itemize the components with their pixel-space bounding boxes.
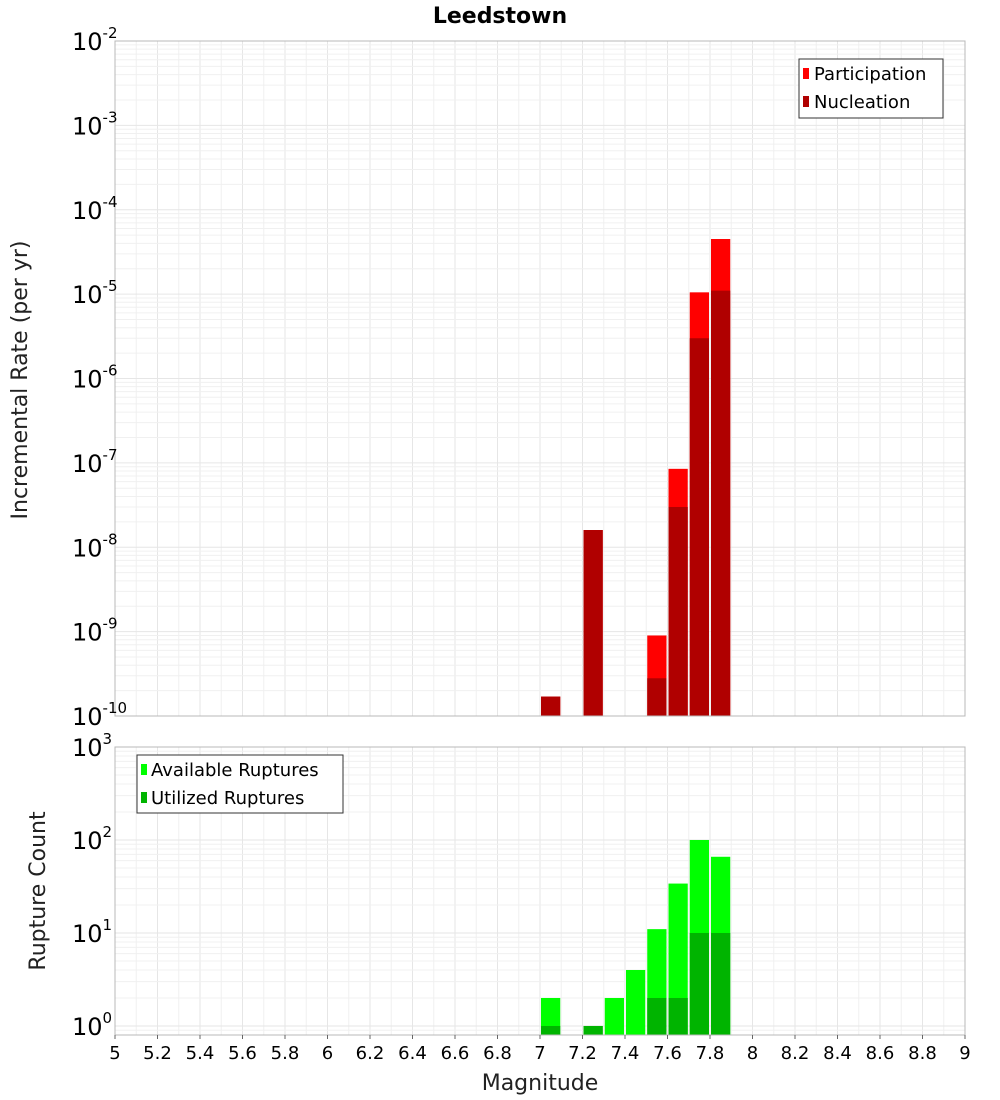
bottom-bar-utilized-ruptures [541,1025,561,1035]
bottom-bar-available-ruptures [541,997,561,1035]
bottom-bar-utilized-ruptures [711,932,731,1035]
x-tick-label: 5.4 [186,1043,215,1064]
y-tick-label: 10-9 [72,615,118,647]
x-tick-label: 5.2 [143,1043,172,1064]
x-tick-label: 7.8 [696,1043,725,1064]
top-bars [541,239,731,716]
top-grid [114,40,966,717]
top-bar-nucleation [668,506,688,716]
y-tick-label: 10-4 [72,193,118,225]
bottom-panel: 100 101 102 103 5 5.2 5.4 5.6 5.8 6 6.2 6.4 6.6 6.8 7… [26,730,971,1096]
top-bar-nucleation [711,290,731,716]
bottom-bar-available-ruptures [668,883,688,1035]
bottom-bars [541,839,731,1035]
top-y-ticks: 10-10 10-9 10-8 10-7 10-6 10-5 10-4 10-3 10-2 [72,24,127,731]
y-tick-label: 10-6 [72,362,118,394]
y-tick-label: 100 [72,1009,112,1041]
y-tick-label: 10-7 [72,446,118,478]
y-tick-label: 10-10 [72,699,127,731]
x-tick-label: 5 [109,1043,120,1064]
y-tick-label: 101 [72,916,112,948]
bottom-bar-utilized-ruptures [668,997,688,1035]
top-legend-box [798,58,944,119]
x-ticks: 5 5.2 5.4 5.6 5.8 6 6.2 6.4 6.6 6.8 7 7.2 7.4 7.6 7.8 8… [109,1035,971,1064]
x-tick-label: 8.8 [908,1043,937,1064]
x-axis-label: Magnitude [482,1071,599,1096]
bottom-legend: Available Ruptures Utilized Ruptures [136,754,344,814]
legend-swatch-participation [803,68,809,79]
top-bar-nucleation [689,338,709,716]
y-tick-label: 10-5 [72,277,118,309]
x-tick-label: 6.8 [483,1043,512,1064]
x-tick-label: 9 [959,1043,970,1064]
legend-swatch-available-ruptures [141,764,147,775]
top-bar-nucleation [541,696,561,716]
y-tick-label: 10-3 [72,108,118,140]
x-tick-label: 8.4 [823,1043,852,1064]
legend-label-nucleation: Nucleation [814,92,910,113]
y-tick-label: 103 [72,730,112,762]
x-tick-label: 6.2 [356,1043,385,1064]
top-y-axis-label: Incremental Rate (per yr) [8,241,33,520]
bottom-bar-utilized-ruptures [583,1025,603,1035]
x-tick-label: 7.4 [611,1043,640,1064]
bottom-bar-utilized-ruptures [647,997,667,1035]
x-tick-label: 7.6 [653,1043,682,1064]
x-tick-label: 5.8 [271,1043,300,1064]
bottom-bar-utilized-ruptures [689,932,709,1035]
y-tick-label: 10-2 [72,24,118,56]
x-tick-label: 6 [322,1043,333,1064]
legend-label-available-ruptures: Available Ruptures [151,760,319,781]
top-bar-nucleation [583,530,603,716]
top-bar-nucleation [647,678,667,716]
x-tick-label: 8 [747,1043,758,1064]
y-tick-label: 10-8 [72,530,118,562]
legend-swatch-nucleation [803,96,809,107]
x-tick-label: 7.2 [568,1043,597,1064]
x-tick-label: 6.4 [398,1043,427,1064]
legend-label-participation: Participation [814,64,926,85]
bottom-y-ticks: 100 101 102 103 [72,730,112,1041]
bottom-bar-available-ruptures [604,997,624,1035]
bottom-y-axis-label: Rupture Count [26,811,51,971]
top-panel: 10-10 10-9 10-8 10-7 10-6 10-5 10-4 10-3 10-2 In… [8,24,966,731]
legend-label-utilized-ruptures: Utilized Ruptures [151,788,304,809]
bottom-bar-available-ruptures [626,969,646,1035]
legend-swatch-utilized-ruptures [141,792,147,803]
x-tick-label: 5.6 [228,1043,257,1064]
chart-title: Leedstown [433,4,567,29]
top-legend: Participation Nucleation [798,58,944,119]
x-tick-label: 6.6 [441,1043,470,1064]
y-tick-label: 102 [72,823,112,855]
x-tick-label: 8.2 [781,1043,810,1064]
bottom-legend-box [136,754,344,814]
x-tick-label: 7 [534,1043,545,1064]
top-plot-frame [114,40,966,717]
x-tick-label: 8.6 [866,1043,895,1064]
